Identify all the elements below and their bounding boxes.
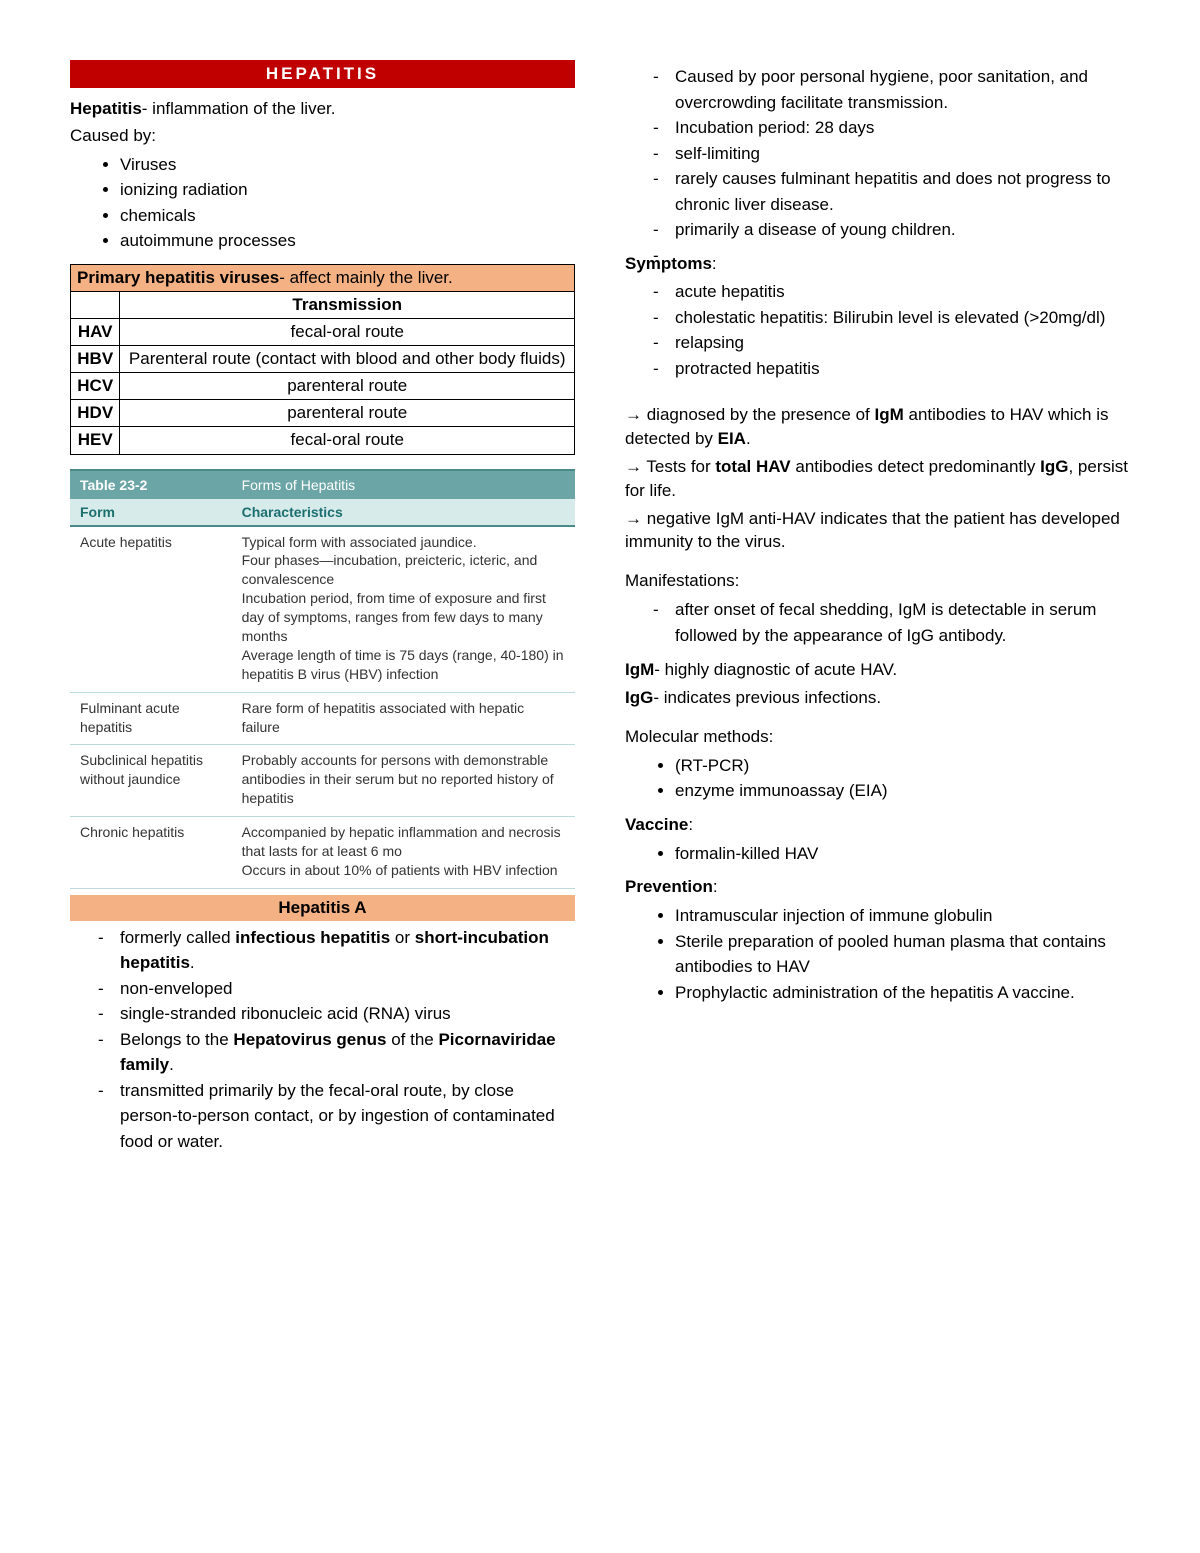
virus-cell: HCV <box>71 373 120 400</box>
prevention-heading: Prevention: <box>625 876 1130 899</box>
forms-table-number: Table 23-2 <box>70 470 232 499</box>
characteristics-cell: Rare form of hepatitis associated with h… <box>232 692 575 745</box>
list-item: Intramuscular injection of immune globul… <box>675 903 1130 929</box>
form-cell: Subclinical hepatitis without jaundice <box>70 745 232 817</box>
list-item: Caused by poor personal hygiene, poor sa… <box>675 64 1130 115</box>
transmission-cell: fecal-oral route <box>120 319 575 346</box>
characteristics-cell: Accompanied by hepatic inflammation and … <box>232 817 575 889</box>
form-cell: Chronic hepatitis <box>70 817 232 889</box>
form-cell: Acute hepatitis <box>70 526 232 693</box>
forms-table-title: Forms of Hepatitis <box>232 470 575 499</box>
arrow-line: → negative IgM anti-HAV indicates that t… <box>625 507 1130 555</box>
virus-cell: HBV <box>71 346 120 373</box>
intro-definition: - inflammation of the liver. <box>142 99 336 118</box>
arrow-line: → diagnosed by the presence of IgM antib… <box>625 403 1130 451</box>
hep-a-right-top-list: Caused by poor personal hygiene, poor sa… <box>625 64 1130 243</box>
forms-table: Table 23-2 Forms of Hepatitis Form Chara… <box>70 469 575 889</box>
forms-col1: Form <box>70 499 232 526</box>
symptoms-heading: Symptoms: <box>625 253 1130 276</box>
list-item: (RT-PCR) <box>675 753 1130 779</box>
intro-term: Hepatitis <box>70 99 142 118</box>
virus-cell: HEV <box>71 427 120 454</box>
forms-table-body: Acute hepatitisTypical form with associa… <box>70 526 575 889</box>
list-item: cholestatic hepatitis: Bilirubin level i… <box>675 305 1130 331</box>
prevention-list: Intramuscular injection of immune globul… <box>625 903 1130 1005</box>
transmission-cell: parenteral route <box>120 373 575 400</box>
virus-cell: HAV <box>71 319 120 346</box>
igg-line: IgG- indicates previous infections. <box>625 686 1130 710</box>
primary-table-header: Primary hepatitis viruses- affect mainly… <box>71 264 575 291</box>
list-item: non-enveloped <box>120 976 575 1002</box>
two-column-layout: HEPATITIS Hepatitis- inflammation of the… <box>70 60 1130 1164</box>
causes-list: Virusesionizing radiationchemicalsautoim… <box>70 152 575 254</box>
list-item: protracted hepatitis <box>675 356 1130 382</box>
list-item: Incubation period: 28 days <box>675 115 1130 141</box>
primary-table-col2: Transmission <box>120 291 575 318</box>
primary-table-blank <box>71 291 120 318</box>
vaccine-heading: Vaccine: <box>625 814 1130 837</box>
virus-cell: HDV <box>71 400 120 427</box>
list-item: primarily a disease of young children. <box>675 217 1130 243</box>
transmission-cell: fecal-oral route <box>120 427 575 454</box>
primary-viruses-table: Primary hepatitis viruses- affect mainly… <box>70 264 575 455</box>
list-item: autoimmune processes <box>120 228 575 254</box>
symptoms-list: acute hepatitischolestatic hepatitis: Bi… <box>625 279 1130 381</box>
manifestations-list: after onset of fecal shedding, IgM is de… <box>625 597 1130 648</box>
arrow-line: → Tests for total HAV antibodies detect … <box>625 455 1130 503</box>
molecular-list: (RT-PCR)enzyme immunoassay (EIA) <box>625 753 1130 804</box>
list-item: after onset of fecal shedding, IgM is de… <box>675 597 1130 648</box>
list-item: ionizing radiation <box>120 177 575 203</box>
list-item: relapsing <box>675 330 1130 356</box>
molecular-label: Molecular methods: <box>625 726 1130 749</box>
hep-a-banner: Hepatitis A <box>70 895 575 921</box>
list-item: chemicals <box>120 203 575 229</box>
forms-col2: Characteristics <box>232 499 575 526</box>
vaccine-list: formalin-killed HAV <box>625 841 1130 867</box>
transmission-cell: parenteral route <box>120 400 575 427</box>
manifestations-label: Manifestations: <box>625 570 1130 593</box>
transmission-cell: Parenteral route (contact with blood and… <box>120 346 575 373</box>
hep-a-left-list: formerly called infectious hepatitis or … <box>70 925 575 1155</box>
list-item: Belongs to the Hepatovirus genus of the … <box>120 1027 575 1078</box>
left-column: HEPATITIS Hepatitis- inflammation of the… <box>70 60 575 1164</box>
caused-by-label: Caused by: <box>70 125 575 148</box>
page-title-banner: HEPATITIS <box>70 60 575 88</box>
list-item: self-limiting <box>675 141 1130 167</box>
list-item: Viruses <box>120 152 575 178</box>
list-item: formerly called infectious hepatitis or … <box>120 925 575 976</box>
primary-table-body: HAVfecal-oral routeHBVParenteral route (… <box>71 319 575 454</box>
igm-line: IgM- highly diagnostic of acute HAV. <box>625 658 1130 682</box>
right-column: Caused by poor personal hygiene, poor sa… <box>625 60 1130 1164</box>
intro-line: Hepatitis- inflammation of the liver. <box>70 98 575 121</box>
list-item: acute hepatitis <box>675 279 1130 305</box>
form-cell: Fulminant acute hepatitis <box>70 692 232 745</box>
diagnosis-arrows: → diagnosed by the presence of IgM antib… <box>625 403 1130 554</box>
characteristics-cell: Probably accounts for persons with demon… <box>232 745 575 817</box>
characteristics-cell: Typical form with associated jaundice.Fo… <box>232 526 575 693</box>
list-item: rarely causes fulminant hepatitis and do… <box>675 166 1130 217</box>
list-item: Prophylactic administration of the hepat… <box>675 980 1130 1006</box>
list-item: formalin-killed HAV <box>675 841 1130 867</box>
list-item: single-stranded ribonucleic acid (RNA) v… <box>120 1001 575 1027</box>
list-item: transmitted primarily by the fecal-oral … <box>120 1078 575 1155</box>
list-item: Sterile preparation of pooled human plas… <box>675 929 1130 980</box>
list-item: enzyme immunoassay (EIA) <box>675 778 1130 804</box>
